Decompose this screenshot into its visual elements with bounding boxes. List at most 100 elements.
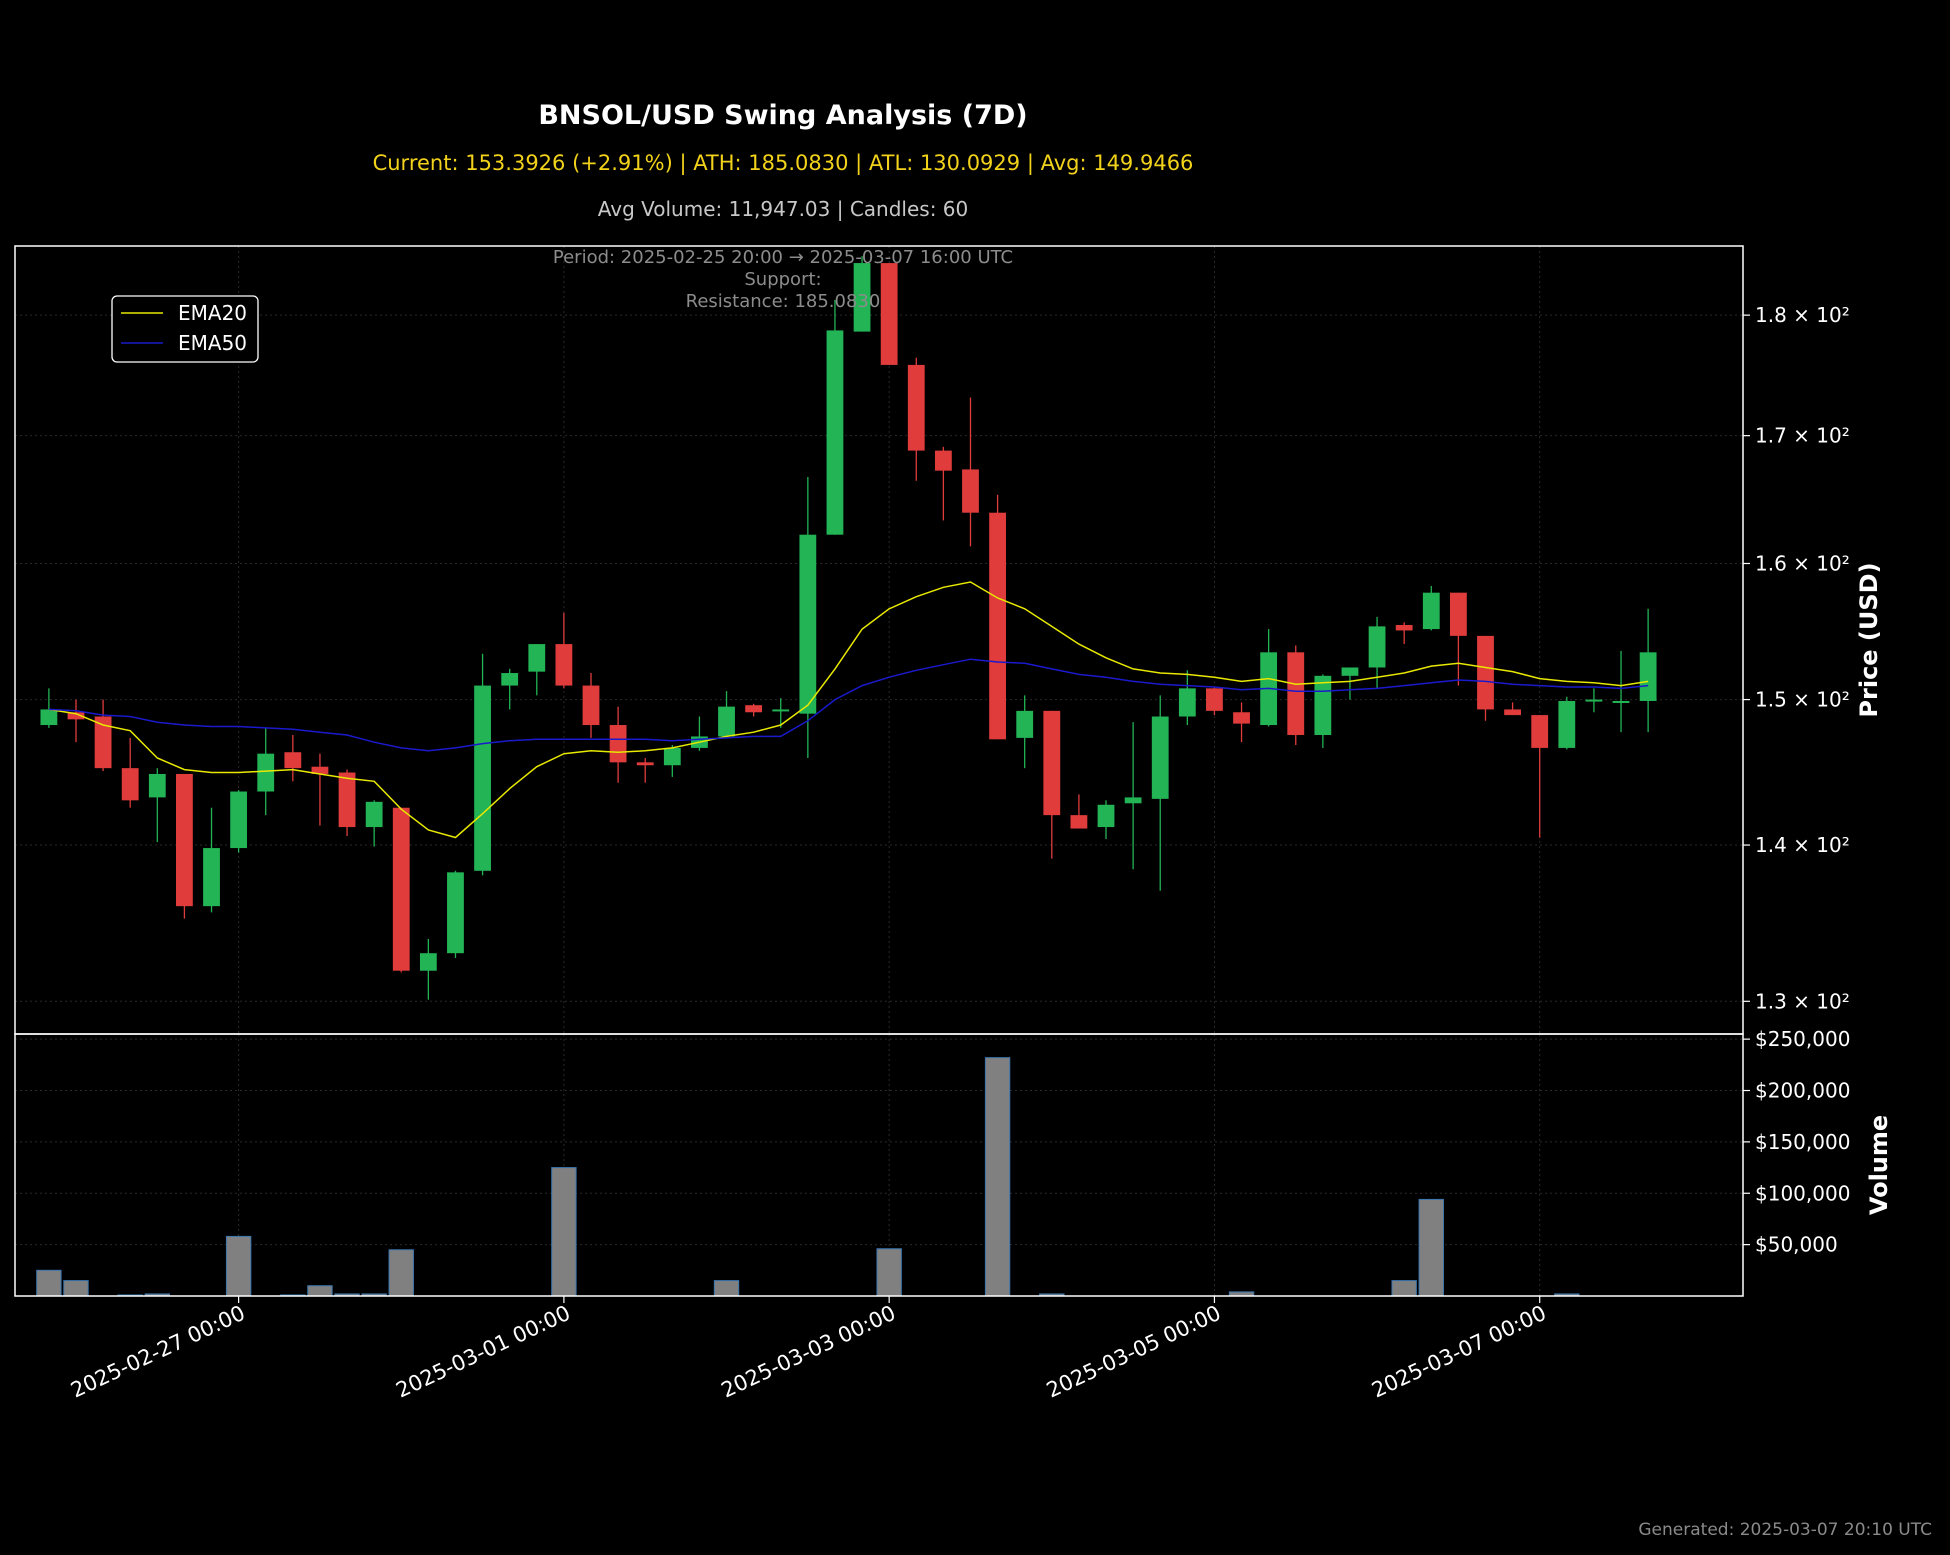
candle (1368, 616, 1386, 689)
candle (1097, 800, 1115, 840)
candle-body (1097, 804, 1115, 828)
candles (40, 256, 1657, 1000)
candle (691, 716, 708, 751)
candle (94, 699, 112, 772)
candle (582, 673, 600, 738)
candle (501, 668, 519, 710)
candle-body (1206, 688, 1223, 711)
candle (663, 745, 681, 777)
volume-bars (36, 1057, 1580, 1297)
candle-body (989, 512, 1006, 740)
candle-body (94, 716, 112, 769)
price-tick-label: 1.5 × 10² (1755, 688, 1850, 712)
candle (1531, 715, 1549, 838)
candle (419, 938, 437, 1000)
candle-body (1612, 700, 1630, 703)
volume-bar (388, 1249, 414, 1297)
candle (1477, 635, 1494, 721)
candle (880, 263, 898, 365)
candle-body (880, 263, 898, 365)
candle-body (1422, 592, 1440, 630)
candle-body (40, 709, 58, 726)
candle (447, 870, 464, 958)
annotation-line: Support: (744, 269, 821, 290)
candle (284, 735, 302, 782)
ema50-line (48, 658, 1649, 752)
candle-body (1314, 675, 1332, 736)
candle (1178, 670, 1196, 726)
volume-bar (551, 1167, 577, 1297)
candle (1043, 710, 1061, 859)
x-tick-label: 2025-03-07 00:00 (1368, 1301, 1550, 1403)
candle (338, 769, 356, 837)
chart-subtitle-volume: Avg Volume: 11,947.03 | Candles: 60 (597, 197, 969, 221)
volume-bar (225, 1235, 252, 1297)
candle (311, 753, 329, 826)
price-axis-ticks: 1.3 × 10² 1.4 × 10² 1.5 × 10² 1.6 × 10² 1.7 … (1743, 303, 1850, 1013)
candle (1206, 686, 1223, 716)
candle-body (1477, 635, 1494, 710)
volume-bar (876, 1248, 902, 1297)
candle (799, 476, 817, 759)
candle (853, 256, 871, 332)
candle (636, 758, 654, 783)
volume-tick-label: $50,000 (1755, 1233, 1838, 1257)
candle (1639, 608, 1657, 733)
candle (148, 768, 166, 843)
volume-tick-label: $200,000 (1755, 1079, 1850, 1103)
candle-body (284, 752, 302, 769)
candle-body (1449, 592, 1467, 636)
volume-axis-ticks: $50,000 $100,000 $150,000 $200,000 $250,000 (1743, 1027, 1850, 1257)
price-tick-label: 1.8 × 10² (1755, 303, 1850, 327)
candle-body (1531, 715, 1549, 748)
volume-axis-label: Volume (1865, 1115, 1893, 1215)
candle (1151, 695, 1169, 891)
candle-body (176, 773, 193, 907)
candle-body (609, 725, 627, 763)
candle (1124, 722, 1142, 870)
legend: EMA20 EMA50 (111, 295, 259, 363)
candle-body (1504, 709, 1522, 716)
candle-body (1016, 710, 1034, 738)
candle (934, 446, 952, 521)
candle-body (799, 534, 817, 714)
candle-body (1585, 699, 1603, 702)
candle-body (745, 705, 763, 713)
volume-bar (1391, 1280, 1417, 1297)
candle-body (934, 450, 952, 471)
price-tick-label: 1.3 × 10² (1755, 989, 1850, 1013)
candle-body (1395, 624, 1413, 631)
candle (907, 357, 925, 481)
candle (392, 807, 410, 973)
candle (528, 644, 546, 696)
candle-body (1558, 700, 1576, 748)
candle (1260, 629, 1278, 727)
candle (1585, 688, 1603, 713)
chart-title: BNSOL/USD Swing Analysis (7D) (538, 100, 1028, 131)
candle-body (663, 747, 681, 766)
candle-body (962, 469, 979, 513)
candle-body (419, 953, 437, 971)
candle-body (1151, 716, 1169, 799)
grid-lines (15, 246, 1743, 1296)
candle (745, 703, 763, 717)
candle (1558, 696, 1576, 750)
price-tick-label: 1.7 × 10² (1755, 424, 1850, 448)
candle-body (1639, 652, 1657, 701)
candle (826, 299, 844, 535)
candle (1612, 650, 1630, 733)
x-tick-label: 2025-03-01 00:00 (392, 1301, 574, 1403)
volume-tick-label: $250,000 (1755, 1027, 1850, 1051)
candle-body (528, 644, 546, 672)
candle (176, 773, 193, 919)
candle-body (447, 872, 464, 954)
volume-bar (713, 1280, 740, 1297)
candle (474, 653, 491, 876)
volume-bar (36, 1269, 62, 1297)
candle (718, 691, 735, 738)
candle-body (555, 644, 573, 686)
x-tick-label: 2025-02-27 00:00 (67, 1301, 249, 1403)
ema20-line (48, 581, 1649, 839)
candle-body (230, 791, 248, 849)
